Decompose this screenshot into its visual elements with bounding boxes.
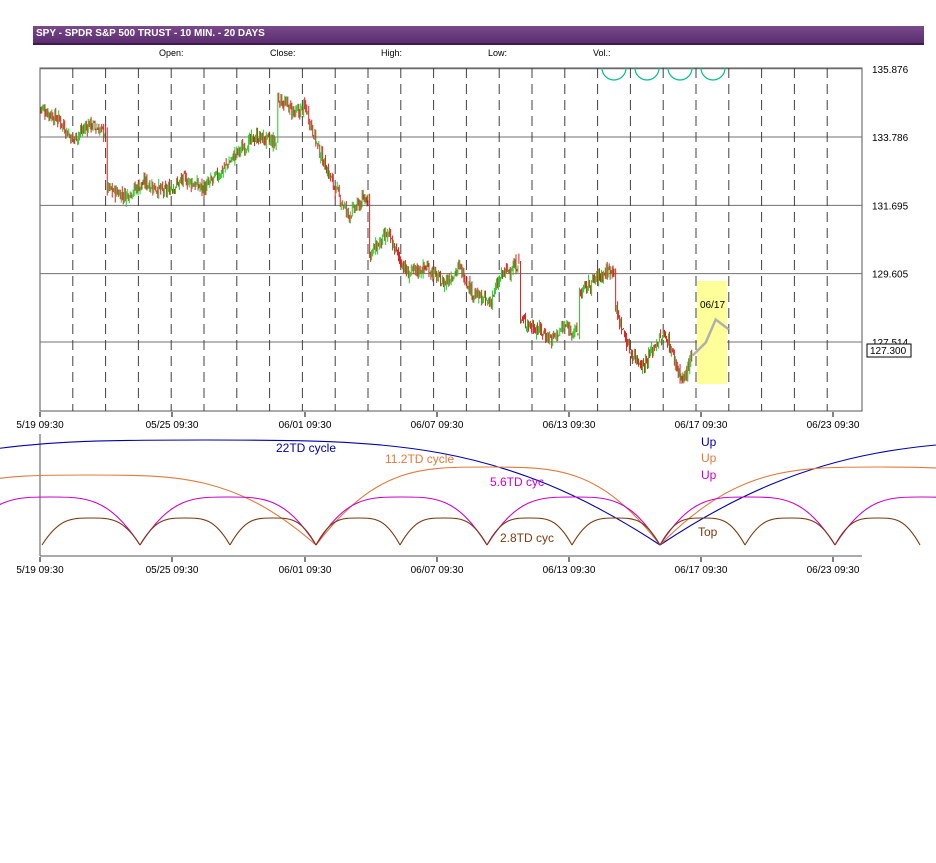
cycle-5-arc	[486, 496, 661, 546]
cycle-2-arc	[834, 517, 921, 546]
vol-field-label: Vol.:	[593, 48, 611, 58]
chart-title: SPY - SPDR S&P 500 TRUST - 10 MIN. - 20 …	[36, 28, 265, 39]
y-tick-label: 127.514	[872, 338, 909, 349]
projection-line	[691, 317, 730, 357]
cycle-2-arc	[399, 517, 488, 546]
last-price-box	[866, 343, 912, 358]
x-tick-label: 05/25 09:30	[146, 565, 199, 576]
cycle-2-arc	[744, 517, 836, 546]
cycle-11-arc	[315, 466, 661, 546]
cycle-5-status: Up	[701, 468, 717, 482]
x-tick-label: 06/01 09:30	[279, 420, 332, 431]
cycle-5-arc	[139, 496, 317, 546]
timing-arc-mark	[700, 67, 726, 81]
last-price-label: 127.300	[870, 346, 907, 357]
x-tick-label: 06/13 09:30	[543, 420, 596, 431]
x-tick-label: 06/17 09:30	[675, 565, 728, 576]
cycle-2-arc	[486, 517, 573, 546]
cycle-22-arc	[659, 444, 936, 546]
y-tick-label: 131.695	[872, 201, 909, 212]
high-field-label: High:	[381, 48, 403, 58]
cycle-11-status: Up	[701, 451, 717, 465]
price-panel-frame	[39, 67, 863, 412]
timing-arc-mark	[667, 67, 693, 81]
open-field-label: Open:	[159, 48, 184, 58]
low-field-label: Low:	[488, 48, 508, 58]
cycle-11-arc	[659, 466, 936, 546]
cycle-11-label: 11.2TD cycle	[385, 452, 454, 466]
cycle-5-arc	[834, 496, 936, 546]
x-tick-label: 06/23 09:30	[807, 420, 860, 431]
cycle-22-label: 22TD cycle	[276, 441, 336, 455]
x-tick-label: 06/13 09:30	[543, 565, 596, 576]
x-tick-label: 05/25 09:30	[146, 420, 199, 431]
x-tick-label: 5/19 09:30	[16, 420, 64, 431]
cycle-5-arc	[659, 496, 836, 546]
cycle-2-arc	[571, 517, 661, 546]
timing-arc-mark	[634, 67, 660, 81]
x-tick-label: 5/19 09:30	[16, 565, 64, 576]
x-tick-label: 06/17 09:30	[675, 420, 728, 431]
projection-box	[697, 281, 727, 384]
cycle-2-arc	[41, 517, 141, 546]
x-tick-label: 06/07 09:30	[411, 420, 464, 431]
chart-title-bar: SPY - SPDR S&P 500 TRUST - 10 MIN. - 20 …	[33, 26, 924, 45]
cycle-22-status: Up	[701, 435, 717, 449]
close-field-label: Close:	[270, 48, 296, 58]
cycle-11-arc	[0, 474, 317, 546]
cycle-22-arc	[0, 439, 661, 546]
timing-arc-mark	[601, 67, 627, 81]
cycle-5-arc	[315, 496, 488, 546]
cycle-2-arc	[139, 517, 231, 546]
price-and-cycle-chart: 06/17 135.876 133.786 131.695 129.605 127.51…	[0, 65, 936, 576]
cycle-2-label: 2.8TD cyc	[500, 531, 554, 545]
y-tick-label: 129.605	[872, 270, 909, 281]
projection-label: 06/17	[700, 300, 725, 311]
cycle-2-arc	[315, 517, 401, 546]
cycle-2-arc	[229, 517, 317, 546]
y-tick-label: 133.786	[872, 133, 909, 144]
y-tick-label: 135.876	[872, 65, 909, 76]
cycle-2-status: Top	[698, 525, 718, 539]
cycle-2-arc	[659, 517, 746, 546]
x-tick-label: 06/07 09:30	[411, 565, 464, 576]
x-tick-label: 06/01 09:30	[279, 565, 332, 576]
x-tick-label: 06/23 09:30	[807, 565, 860, 576]
cycle-5-arc	[0, 496, 141, 546]
cycle-5-label: 5.6TD cyc	[490, 475, 544, 489]
